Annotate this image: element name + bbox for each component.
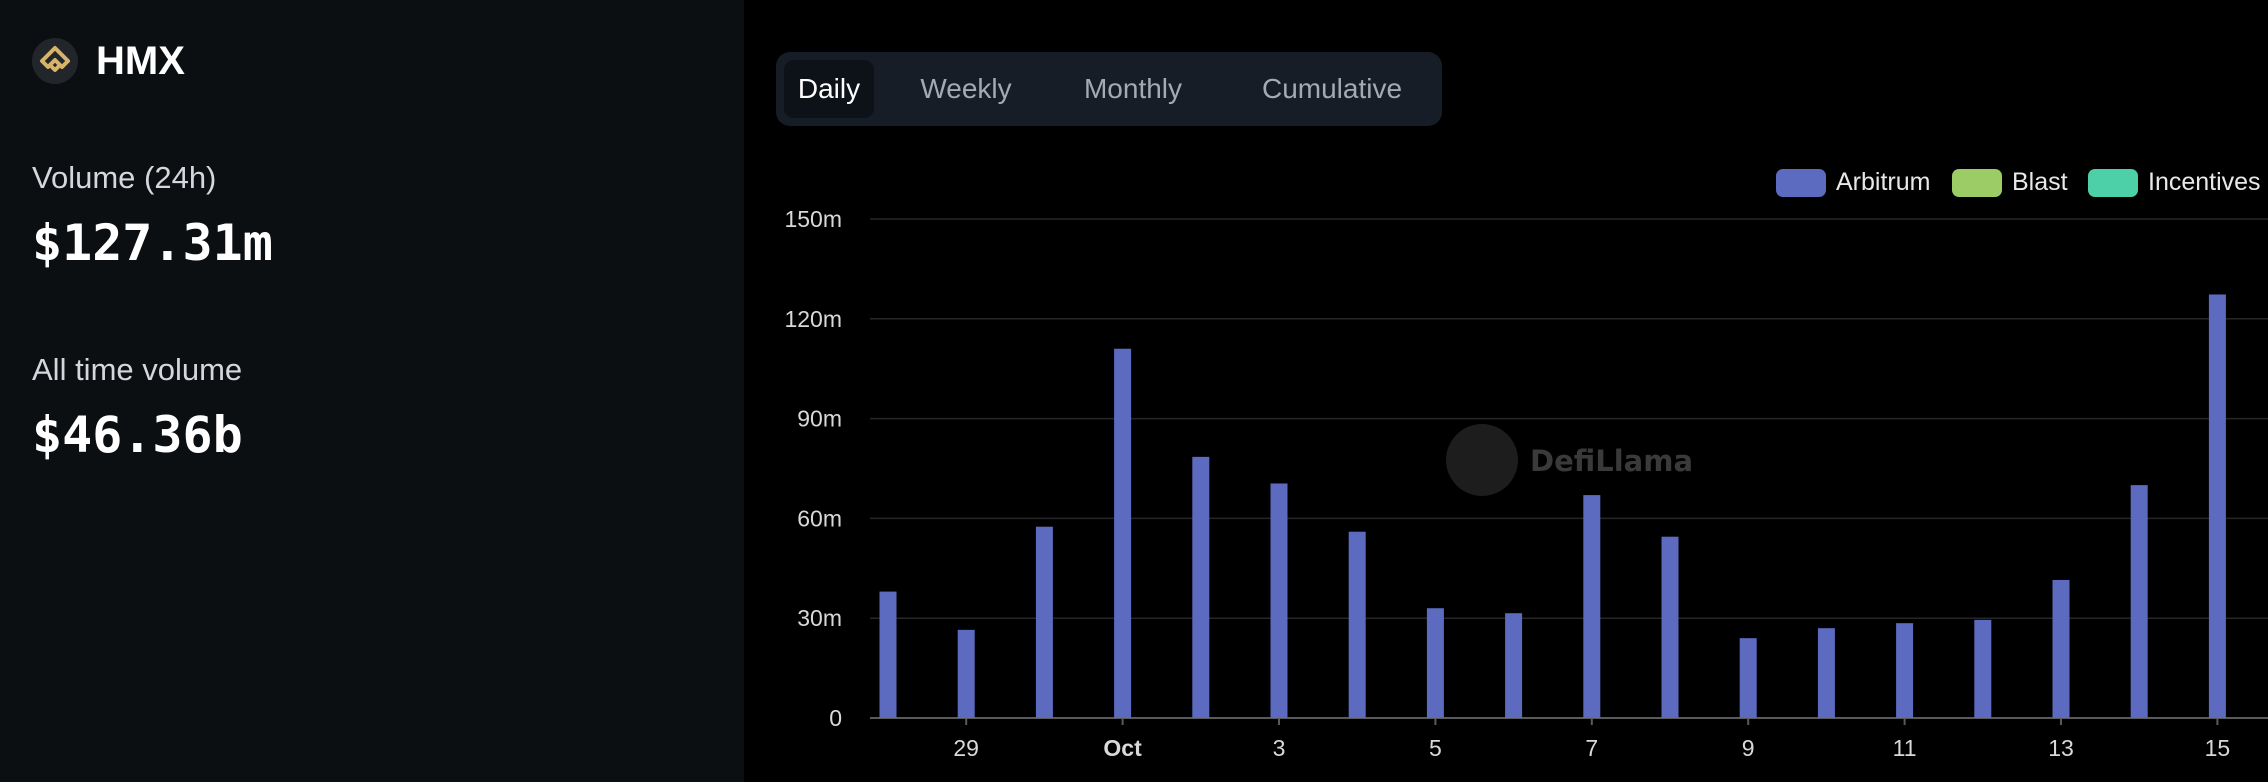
sidebar: HMX Volume (24h) $127.31m All time volum…: [0, 0, 744, 782]
bar-arbitrum[interactable]: [1583, 495, 1601, 718]
x-tick-label: 11: [1893, 735, 1917, 761]
bar-arbitrum[interactable]: [2052, 579, 2070, 718]
bar-arbitrum[interactable]: [1661, 536, 1679, 718]
protocol-name: HMX: [96, 38, 185, 83]
period-tabs: Daily Weekly Monthly Cumulative: [776, 52, 1442, 126]
bar-arbitrum[interactable]: [2208, 294, 2226, 718]
x-tick-label: Oct: [1103, 735, 1142, 761]
y-tick-label: 90m: [797, 406, 842, 432]
tab-weekly[interactable]: Weekly: [920, 73, 1012, 104]
y-tick-label: 60m: [797, 505, 842, 531]
legend-label-blast: Blast: [2012, 168, 2068, 196]
legend-item-incentives[interactable]: Incentives: [2088, 168, 2261, 197]
hmx-logo-icon: [32, 38, 78, 84]
bar-arbitrum[interactable]: [957, 629, 975, 718]
all-time-volume-value: $46.36b: [32, 406, 243, 464]
bar-arbitrum[interactable]: [1817, 628, 1835, 718]
y-tick-label: 150m: [784, 206, 842, 232]
legend-item-blast[interactable]: Blast: [1952, 168, 2068, 197]
bar-arbitrum[interactable]: [1270, 483, 1288, 718]
volume-bar-chart: DefiLlama 0 30m 60m 90m 120m 150m 29 Oct 3 5 7 9 11…: [784, 206, 2268, 761]
bar-arbitrum[interactable]: [1348, 531, 1366, 718]
defillama-watermark: DefiLlama: [1446, 424, 1693, 496]
bar-arbitrum[interactable]: [1974, 619, 1992, 718]
legend-label-arbitrum: Arbitrum: [1836, 168, 1931, 196]
brand: HMX: [32, 38, 185, 84]
x-tick-label: 5: [1429, 735, 1442, 761]
bar-arbitrum[interactable]: [1114, 348, 1132, 718]
tab-monthly[interactable]: Monthly: [1083, 73, 1183, 104]
x-tick-label: 9: [1742, 735, 1755, 761]
bar-arbitrum[interactable]: [879, 591, 897, 718]
legend-swatch-blast: [1952, 168, 2002, 197]
x-tick-label: 15: [2205, 735, 2231, 761]
all-time-volume-label: All time volume: [32, 352, 243, 387]
tab-daily[interactable]: Daily: [784, 60, 874, 118]
bar-arbitrum[interactable]: [2130, 485, 2148, 718]
legend-swatch-arbitrum: [1776, 168, 1826, 197]
bar-arbitrum[interactable]: [1192, 456, 1210, 718]
x-tick-label: 7: [1585, 735, 1598, 761]
bar-arbitrum[interactable]: [1426, 608, 1444, 718]
chart-panel: Daily Weekly Monthly Cumulative Arbitrum…: [744, 0, 2268, 782]
legend-label-incentives: Incentives: [2148, 168, 2261, 196]
watermark-text: DefiLlama: [1530, 444, 1693, 478]
x-tick-label: 13: [2048, 735, 2074, 761]
bar-arbitrum[interactable]: [1739, 638, 1757, 718]
legend-swatch-incentives: [2088, 168, 2138, 197]
defillama-logo-icon: [1446, 424, 1518, 496]
volume-24h-label: Volume (24h): [32, 160, 217, 195]
y-tick-label: 30m: [797, 605, 842, 631]
x-tick-label: 29: [953, 735, 979, 761]
y-tick-label: 120m: [784, 306, 842, 332]
x-tick-label: 3: [1273, 735, 1286, 761]
y-tick-label: 0: [829, 705, 842, 731]
volume-24h-value: $127.31m: [32, 214, 273, 272]
legend-item-arbitrum[interactable]: Arbitrum: [1776, 168, 1930, 197]
tab-cumulative[interactable]: Cumulative: [1261, 73, 1403, 104]
bar-arbitrum[interactable]: [1035, 526, 1053, 718]
bar-arbitrum[interactable]: [1896, 623, 1914, 718]
bar-arbitrum[interactable]: [1505, 613, 1523, 718]
